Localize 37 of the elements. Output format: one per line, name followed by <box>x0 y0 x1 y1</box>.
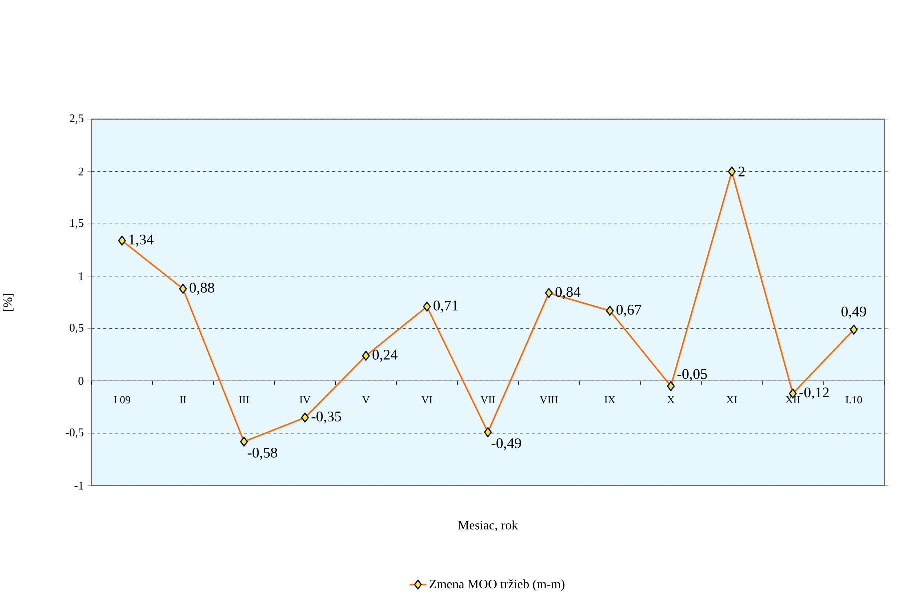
x-tick-label: IV <box>300 396 311 404</box>
y-tick-label: 0 <box>78 377 84 386</box>
y-tick-label: 1 <box>79 272 84 280</box>
y-tick-label: -0,5 <box>66 428 84 438</box>
data-label: 0,67 <box>616 305 642 318</box>
x-tick-label: X <box>667 396 675 404</box>
data-label: -0,05 <box>678 369 708 382</box>
x-tick-label: III <box>239 396 250 404</box>
y-axis-title: [%] <box>3 294 14 312</box>
x-tick-label: VIII <box>540 396 558 404</box>
y-tick-label: 2 <box>78 168 84 176</box>
y-tick-label: 1,5 <box>70 219 84 229</box>
y-tick-label: 0,5 <box>70 324 84 334</box>
x-tick-label: XII <box>786 396 800 404</box>
data-label: 0,24 <box>372 350 398 362</box>
data-label: 0,71 <box>434 300 458 313</box>
x-tick-label: VII <box>480 396 496 404</box>
x-tick-label: II <box>180 396 186 404</box>
y-tick-label: -1 <box>74 482 84 490</box>
data-label: -0,49 <box>492 438 522 451</box>
x-tick-label: I.10 <box>846 396 862 404</box>
x-tick-label: VI <box>422 396 432 404</box>
data-label: -0,58 <box>248 448 278 460</box>
x-tick-label: XI <box>726 396 738 404</box>
x-axis-title: Mesiac, rok <box>458 520 518 532</box>
data-label: -0,12 <box>800 388 829 400</box>
x-tick-label: V <box>362 396 370 404</box>
legend-label: Zmena MOO tržieb (m-m) <box>430 580 565 592</box>
x-tick-label: IX <box>604 396 616 404</box>
data-label: 0,88 <box>190 283 214 296</box>
data-label: 0,84 <box>556 287 581 300</box>
data-label: -0,35 <box>312 412 342 424</box>
x-tick-label: I 09 <box>114 396 130 404</box>
data-label: 2 <box>738 166 745 177</box>
data-label: 1,34 <box>130 234 154 247</box>
y-tick-label: 2,5 <box>70 114 84 124</box>
data-label: 0,49 <box>842 306 866 319</box>
